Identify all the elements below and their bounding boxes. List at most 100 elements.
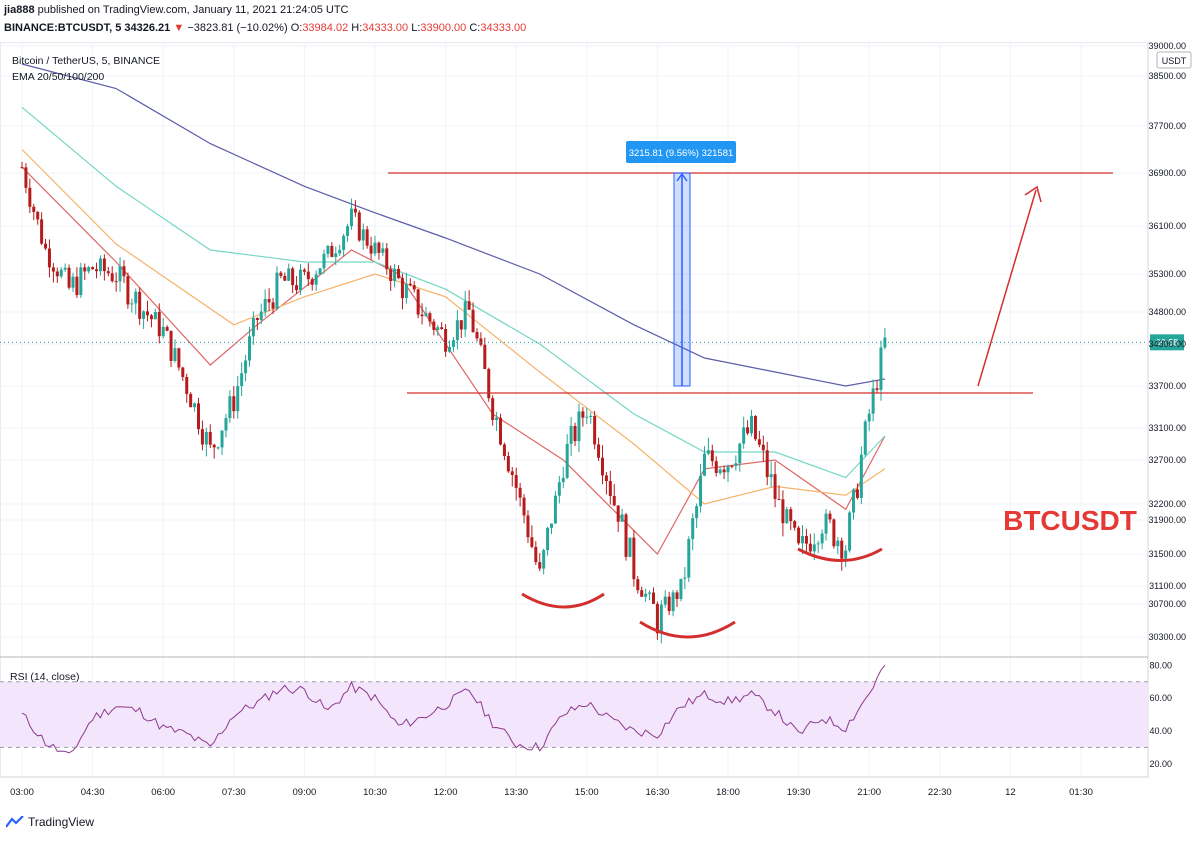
symbol-ohlc: BINANCE:BTCUSDT, 5 34326.21 ▼ −3823.81 (…	[4, 22, 526, 34]
price-chart[interactable]: 3215.81 (9.56%) 321581 BTCUSDT 00:58 39000…	[0, 41, 1200, 802]
candle-body	[581, 411, 585, 418]
time-tick-label: 03:00	[10, 787, 34, 798]
candle-body	[871, 388, 875, 414]
price-tick-label: 31500.00	[1148, 549, 1186, 559]
ema-line-4	[21, 63, 886, 387]
candle-body	[608, 481, 612, 497]
candle-body	[197, 403, 200, 430]
candle-body	[530, 537, 534, 547]
price-tick-label: 34300.00	[1148, 339, 1186, 349]
change-arrow-icon: ▼	[173, 22, 185, 34]
candle-body	[416, 289, 420, 315]
candle-body	[302, 269, 306, 272]
candle-body	[824, 513, 828, 534]
candle-body	[785, 509, 789, 524]
price-tick-label: 30700.00	[1148, 599, 1186, 609]
left-shoulder-arc	[521, 592, 605, 609]
candle-body	[820, 533, 824, 544]
candle-body	[267, 298, 271, 303]
candle-body	[251, 318, 255, 337]
candle-body	[816, 543, 820, 545]
candle-body	[326, 245, 330, 254]
price-tick-label: 32200.00	[1148, 499, 1186, 509]
candle-body	[734, 463, 738, 467]
watermark-label: BTCUSDT	[1003, 505, 1137, 536]
candle-body	[863, 421, 867, 455]
candle-body	[20, 167, 24, 169]
low-label: L:	[411, 22, 421, 34]
candle-body	[55, 271, 59, 277]
candle-body	[879, 347, 883, 390]
candle-body	[722, 469, 726, 473]
publish-info: jia888 published on TradingView.com, Jan…	[4, 4, 349, 16]
close-value: 34333.00	[480, 22, 527, 34]
candle-body	[36, 211, 40, 220]
candle-body	[600, 457, 604, 476]
candle-body	[216, 447, 220, 449]
chart-frame[interactable]: 3215.81 (9.56%) 321581 BTCUSDT 00:58 39000…	[0, 41, 1200, 802]
candle-body	[491, 398, 495, 421]
price-tag-box	[1150, 334, 1184, 351]
candle-body	[193, 403, 197, 408]
candle-body	[797, 527, 801, 544]
rsi-band	[0, 681, 1148, 748]
candle-body	[518, 487, 522, 498]
candle-body	[173, 348, 177, 361]
candle-body	[844, 550, 848, 559]
candle-body	[683, 577, 687, 579]
candle-body	[310, 279, 314, 285]
candle-body	[585, 416, 589, 418]
candle-body	[675, 592, 679, 599]
candle-body	[146, 311, 150, 316]
candle-body	[106, 271, 110, 274]
candle-body	[604, 475, 608, 482]
candle-body	[808, 543, 812, 552]
candle-body	[79, 267, 83, 296]
candle-body	[648, 592, 652, 594]
time-tick-label: 15:00	[575, 787, 599, 798]
candle-body	[495, 417, 499, 421]
measure-arrow-head-icon	[676, 172, 688, 182]
candle-body	[542, 550, 546, 569]
candle-body	[553, 495, 557, 524]
candle-body	[867, 413, 871, 422]
candle-body	[852, 489, 856, 513]
candle-body	[593, 416, 597, 445]
candle-body	[757, 439, 761, 445]
candle-body	[247, 336, 251, 361]
candle-body	[624, 514, 628, 557]
candle-body	[730, 465, 734, 467]
candle-body	[279, 272, 283, 276]
time-tick-label: 13:30	[504, 787, 528, 798]
candle-body	[185, 377, 189, 394]
price-tick-label: 33700.00	[1148, 381, 1186, 391]
candle-body	[487, 368, 491, 399]
candle-body	[467, 301, 471, 310]
footer-brand: TradingView	[6, 815, 94, 829]
candle-body	[565, 443, 569, 478]
candle-body	[169, 330, 173, 361]
candle-body	[200, 429, 204, 445]
candle-body	[51, 267, 55, 272]
candle-body	[632, 537, 636, 580]
high-value: 34333.00	[362, 22, 409, 34]
price-tick-label: 32700.00	[1148, 455, 1186, 465]
candle-body	[702, 453, 706, 476]
candle-body	[832, 519, 836, 547]
time-tick-label: 01:30	[1069, 787, 1093, 798]
candle-body	[295, 285, 299, 291]
candle-body	[389, 269, 393, 281]
candle-body	[224, 418, 228, 431]
candle-body	[444, 329, 448, 352]
candle-body	[377, 242, 381, 253]
rsi-tick-label: 40.00	[1149, 726, 1172, 736]
candle-body	[526, 515, 530, 538]
candle-body	[514, 474, 518, 488]
right-shoulder-arc	[797, 547, 883, 562]
currency-label: USDT	[1162, 56, 1187, 66]
time-tick-label: 06:00	[151, 787, 175, 798]
candle-body	[91, 267, 95, 270]
candle-body	[640, 590, 644, 597]
candle-body	[263, 298, 267, 312]
candle-body	[773, 474, 777, 500]
